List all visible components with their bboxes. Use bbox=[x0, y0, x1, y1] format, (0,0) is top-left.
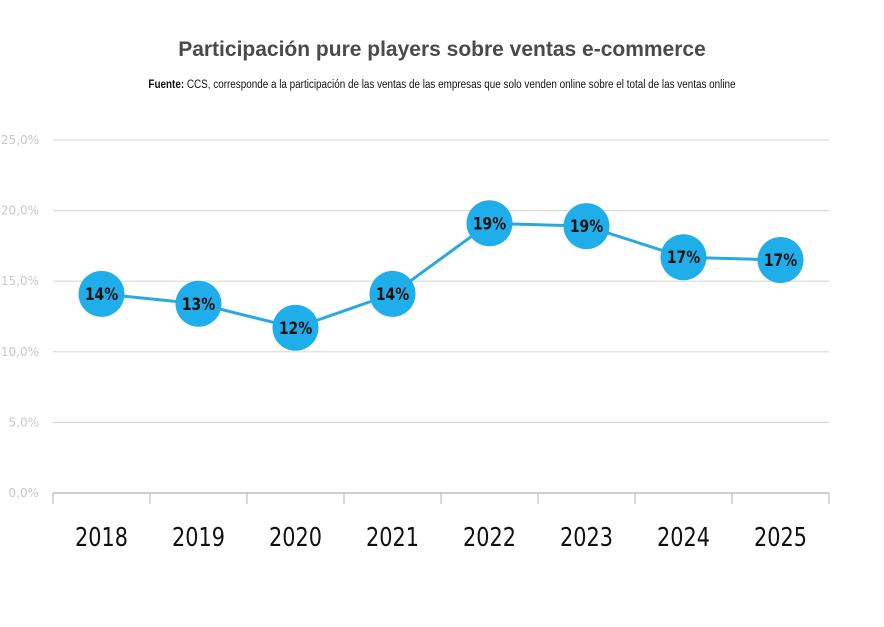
chart-title: Participación pure players sobre ventas … bbox=[178, 38, 706, 61]
x-tick-label: 2025 bbox=[754, 522, 807, 553]
y-tick-label: 15,0% bbox=[1, 274, 39, 288]
x-tick-label: 2024 bbox=[657, 522, 710, 553]
x-tick-label: 2018 bbox=[75, 522, 128, 553]
data-label: 12% bbox=[279, 318, 313, 338]
data-point-marker bbox=[272, 304, 319, 351]
data-point-marker bbox=[757, 237, 804, 284]
y-tick-label: 0,0% bbox=[9, 486, 40, 500]
data-label: 17% bbox=[667, 248, 701, 268]
x-tick-label: 2022 bbox=[463, 522, 516, 553]
data-markers: 14% 13% 12% 14% 19% 19% 17% 17% bbox=[78, 200, 804, 351]
data-label: 14% bbox=[85, 285, 119, 305]
x-tick-label: 2019 bbox=[172, 522, 225, 553]
data-label: 19% bbox=[473, 214, 507, 234]
data-point-marker bbox=[175, 280, 222, 327]
data-point-marker bbox=[78, 270, 125, 317]
y-tick-label: 5,0% bbox=[9, 415, 40, 429]
data-label: 14% bbox=[376, 285, 410, 305]
x-axis: 2018 2019 2020 2021 2022 2023 2024 2025 bbox=[52, 492, 830, 553]
x-tick-label: 2020 bbox=[269, 522, 322, 553]
data-label: 19% bbox=[570, 217, 604, 237]
y-axis: 0,0% 5,0% 10,0% 15,0% 20,0% 25,0% bbox=[1, 133, 39, 500]
x-tick-label: 2023 bbox=[560, 522, 613, 553]
data-label: 17% bbox=[764, 251, 798, 271]
data-label: 13% bbox=[182, 294, 216, 314]
subtitle-source-label: Fuente: bbox=[148, 79, 185, 91]
chart-subtitle: Fuente: CCS, corresponde a la participac… bbox=[62, 79, 822, 91]
data-point-marker bbox=[563, 203, 610, 250]
x-tick-label: 2021 bbox=[366, 522, 419, 553]
y-tick-label: 25,0% bbox=[1, 133, 39, 147]
subtitle-source-text: CCS, corresponde a la participación de l… bbox=[184, 79, 736, 91]
y-tick-label: 10,0% bbox=[1, 345, 39, 359]
gridlines bbox=[53, 139, 829, 423]
data-point-marker bbox=[466, 200, 513, 247]
data-point-marker bbox=[369, 270, 416, 317]
y-tick-label: 20,0% bbox=[1, 204, 39, 218]
data-point-marker bbox=[660, 234, 707, 281]
